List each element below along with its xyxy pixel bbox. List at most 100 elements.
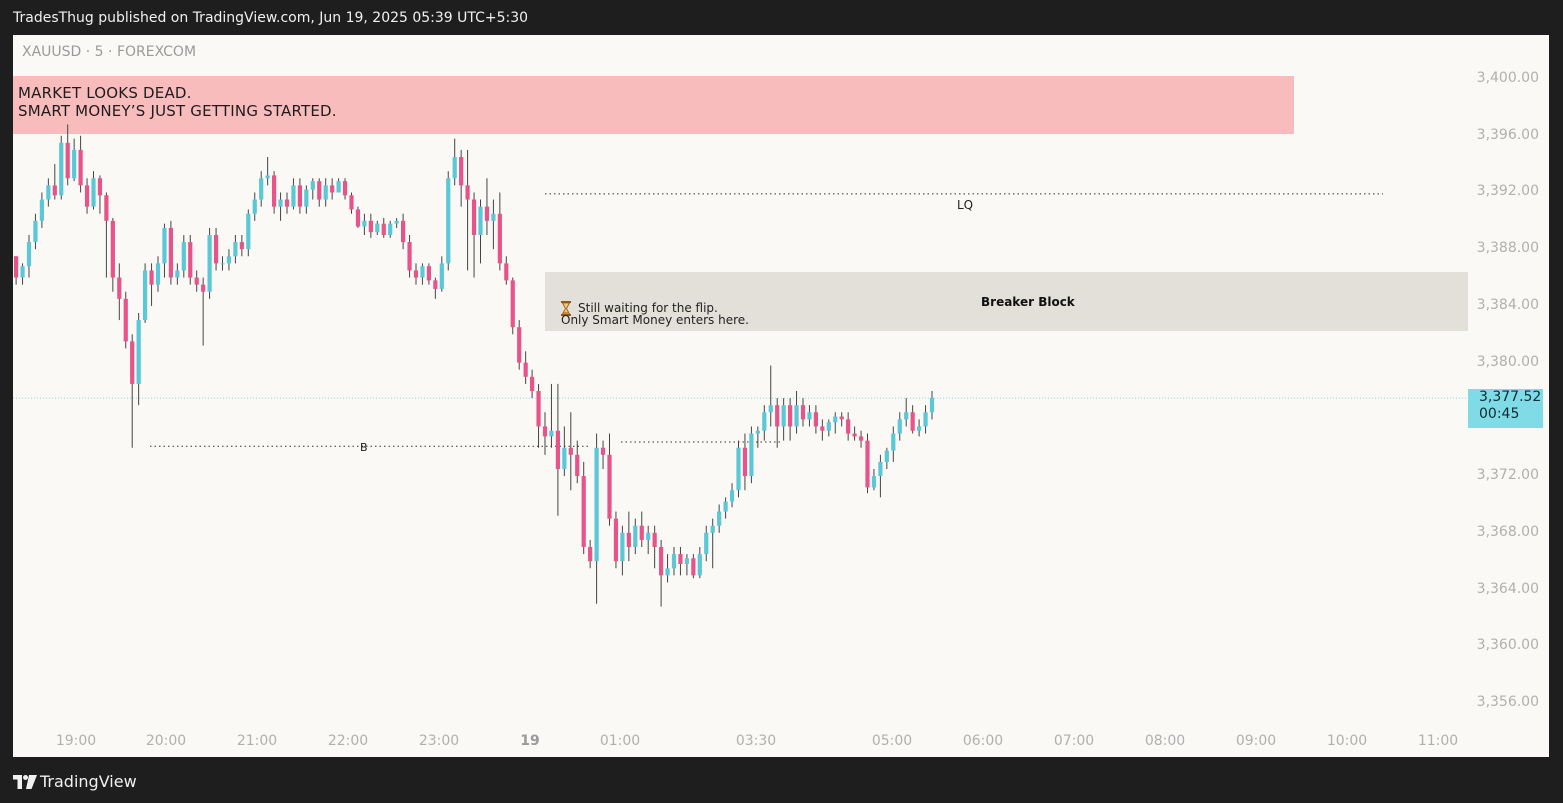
candle-body [846, 419, 851, 434]
candle-body [259, 178, 264, 200]
candle-body [239, 242, 244, 250]
candle-body [155, 263, 161, 285]
candle-body [839, 416, 844, 420]
candle-body [607, 454, 612, 519]
candle-body [788, 405, 793, 427]
candle-body [639, 525, 644, 540]
candle-body [555, 430, 560, 469]
candle-body [284, 199, 290, 207]
candle-body [265, 175, 270, 179]
candle-body [575, 454, 580, 477]
candle-body [897, 419, 902, 434]
candle-body [194, 277, 199, 285]
b-label: B [360, 441, 368, 454]
candle-body [581, 476, 586, 547]
time-tick-label: 08:00 [1144, 733, 1186, 749]
candle-body [97, 178, 103, 196]
candle-body [52, 185, 57, 196]
candle-body [491, 213, 496, 221]
time-tick-label: 19:00 [55, 733, 97, 749]
candle-body [736, 447, 741, 491]
candle-body [530, 376, 535, 391]
time-tick-label: 20:00 [145, 733, 187, 749]
candle-body [517, 327, 522, 363]
time-tick-label: 10:00 [1326, 733, 1368, 749]
candle-body [91, 178, 96, 207]
candle-body [213, 235, 219, 264]
candlestick-plot [13, 124, 1468, 607]
candle-body [162, 227, 167, 264]
candle-body [323, 185, 328, 200]
candle-body [652, 532, 657, 547]
symbol-label: XAUUSD · 5 · FOREXCOM [22, 44, 197, 60]
breaker-block-label: Breaker Block [981, 295, 1075, 309]
price-tick-label: 3,388.00 [1476, 240, 1539, 257]
candle-body [220, 263, 225, 265]
candle-body [891, 433, 896, 451]
candle-body [368, 220, 373, 233]
candle-body [594, 447, 599, 562]
candle-body [697, 554, 702, 576]
chart-frame[interactable]: MARKET LOOKS DEAD. SMART MONEY’S JUST GE… [13, 35, 1549, 757]
candle-body [433, 280, 438, 289]
candle-body [33, 220, 38, 243]
candle-body [562, 447, 567, 469]
candle-body [542, 426, 548, 437]
candle-body [446, 178, 451, 264]
candle-body [884, 450, 889, 462]
candle-body [484, 206, 490, 221]
candle-body [297, 185, 302, 207]
candle-body [168, 227, 173, 278]
candle-body [388, 223, 393, 235]
candle-body [781, 405, 786, 427]
candle-body [207, 235, 212, 292]
hourglass-icon [561, 301, 571, 316]
candle-body [917, 426, 922, 431]
time-tick-label: 23:00 [418, 733, 460, 749]
candle-body [342, 181, 348, 196]
candle-body [201, 284, 206, 292]
candle-body [452, 157, 457, 179]
candle-body [355, 209, 361, 227]
time-tick-label: 01:00 [599, 733, 641, 749]
candle-body [620, 532, 625, 562]
candle-body [865, 440, 870, 488]
publish-header: TradesThug published on TradingView.com,… [13, 10, 529, 26]
lq-label: LQ [957, 198, 974, 212]
candle-body [413, 270, 419, 278]
last-price-value: 3,377.52 [1479, 389, 1542, 405]
candle-body [768, 405, 773, 413]
candle-body [394, 220, 399, 224]
candle-body [549, 430, 554, 437]
candle-body [130, 341, 135, 384]
candle-body [65, 142, 70, 179]
candle-body [910, 412, 915, 431]
footer-brand[interactable]: TradingView [13, 772, 137, 791]
tradingview-logo-icon [13, 774, 37, 789]
candle-body [278, 199, 283, 207]
banner-line-2: SMART MONEY’S JUST GETTING STARTED. [18, 102, 337, 120]
candle-body [39, 199, 44, 221]
candle-body [684, 558, 689, 565]
price-tick-label: 3,372.00 [1476, 467, 1539, 484]
candle-body [104, 195, 109, 221]
candle-body [858, 436, 864, 441]
candle-body [510, 280, 515, 328]
candle-body [336, 181, 341, 193]
banner-line-1: MARKET LOOKS DEAD. [18, 84, 192, 102]
candle-body [775, 405, 780, 427]
breaker-block-zone [545, 272, 1468, 331]
candle-body [110, 220, 115, 278]
candle-body [381, 223, 386, 235]
footer-brand-label: TradingView [40, 772, 137, 791]
last-price-badge: 3,377.52 00:45 [1468, 389, 1543, 428]
candle-body [407, 242, 412, 271]
candle-body [478, 206, 483, 235]
bar-countdown: 00:45 [1479, 406, 1520, 422]
candle-body [904, 412, 909, 420]
candle-body [665, 568, 670, 576]
price-tick-label: 3,360.00 [1476, 637, 1539, 654]
candle-body [246, 213, 251, 250]
candle-body [878, 461, 883, 477]
time-tick-label: 06:00 [962, 733, 1004, 749]
